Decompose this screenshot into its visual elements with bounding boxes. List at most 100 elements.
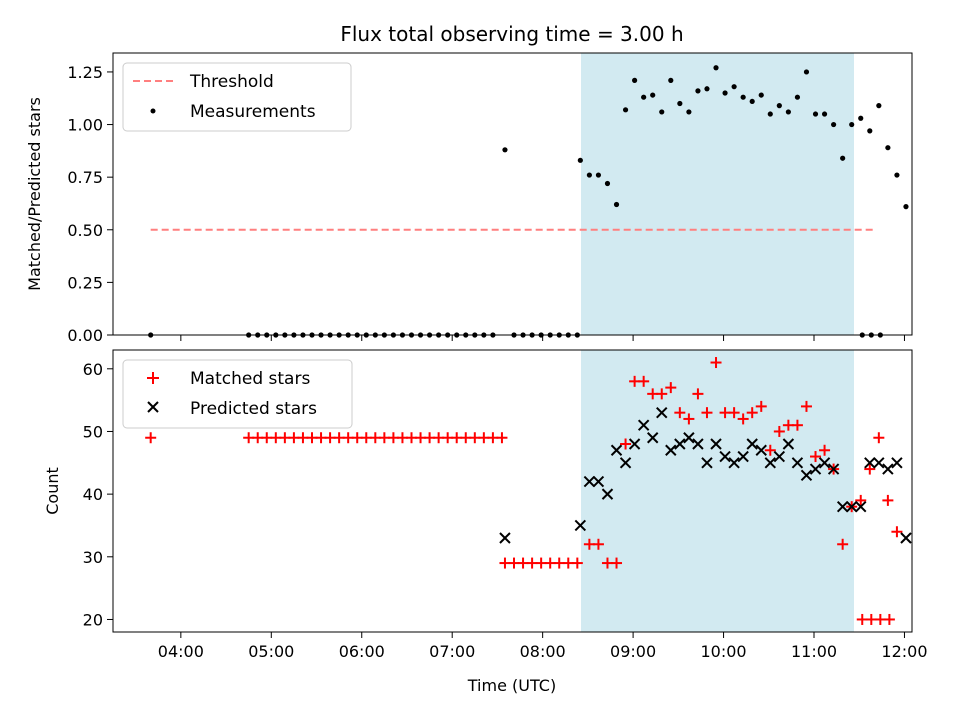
matched-star-point bbox=[855, 494, 867, 506]
predicted-star-point bbox=[728, 457, 740, 469]
top-ytick-label: 1.25 bbox=[67, 63, 103, 82]
top-ytick-label: 0.50 bbox=[67, 221, 103, 240]
bottom-y-axis: 20 30 40 50 60 bbox=[83, 360, 113, 629]
matched-star-point bbox=[683, 413, 695, 425]
predicted-star-point bbox=[719, 450, 731, 463]
measurement-point bbox=[776, 103, 782, 109]
matched-star-point bbox=[692, 388, 704, 400]
predicted-star-point bbox=[746, 438, 758, 450]
matched-star-point bbox=[873, 432, 885, 444]
measurement-point bbox=[695, 88, 701, 94]
measurement-point bbox=[849, 121, 855, 128]
bottom-plot-frame bbox=[112, 349, 913, 633]
measurement-point bbox=[785, 109, 791, 115]
measurement-point bbox=[622, 107, 629, 113]
matched-star-point bbox=[755, 400, 767, 412]
bottom-ytick-label: 30 bbox=[83, 548, 103, 567]
chart-title: Flux total observing time = 3.00 h bbox=[340, 22, 683, 46]
measurement-point bbox=[740, 94, 746, 100]
predicted-star-point bbox=[800, 469, 813, 482]
top-highlight-window bbox=[581, 53, 854, 335]
measurement-point bbox=[894, 172, 900, 178]
measurement-point bbox=[686, 109, 692, 115]
predicted-star-point bbox=[791, 457, 804, 469]
bottom-xtick-label: 05:00 bbox=[248, 642, 294, 661]
predicted-star-point bbox=[900, 532, 912, 544]
top-y-axis: 0.00 0.25 0.50 0.75 1.00 1.25 bbox=[67, 63, 113, 345]
matched-star-point bbox=[571, 557, 583, 569]
predicted-star-point bbox=[764, 457, 776, 469]
top-plot-frame bbox=[112, 52, 913, 336]
bottom-panel: 20 30 40 50 60 04:00 05:00 06:00 07:00 08:00 09:0… bbox=[43, 349, 928, 695]
matched-star-point bbox=[764, 444, 776, 456]
measurement-point bbox=[502, 147, 508, 153]
measurement-point bbox=[867, 128, 873, 134]
predicted-star-point bbox=[845, 500, 858, 513]
predicted-star-point bbox=[637, 419, 650, 431]
measurement-point bbox=[677, 100, 683, 107]
measurement-point bbox=[577, 157, 583, 163]
predicted-star-point bbox=[583, 475, 596, 488]
predicted-star-point bbox=[773, 450, 786, 463]
bottom-x-axis: 04:00 05:00 06:00 07:00 08:00 09:00 10:00 11:00… bbox=[158, 632, 928, 661]
bottom-xtick-label: 10:00 bbox=[701, 642, 747, 661]
predicted-star-point bbox=[674, 438, 686, 450]
legend-measurements-label: Measurements bbox=[190, 102, 316, 122]
predicted-star-point bbox=[737, 450, 749, 463]
top-ytick-label: 0.25 bbox=[67, 273, 103, 292]
predicted-star-point bbox=[683, 432, 695, 444]
bottom-xtick-label: 06:00 bbox=[339, 642, 385, 661]
matched-star-point bbox=[791, 419, 803, 431]
measurement-point bbox=[632, 77, 638, 83]
measurement-point bbox=[586, 172, 592, 178]
measurement-point bbox=[731, 84, 737, 90]
measurement-point bbox=[821, 111, 828, 117]
measurement-point bbox=[595, 172, 602, 178]
measurement-point bbox=[831, 121, 837, 128]
measurement-point bbox=[659, 109, 665, 115]
matched-star-point bbox=[592, 538, 604, 550]
matched-star-point bbox=[800, 400, 812, 412]
measurement-point bbox=[812, 111, 819, 117]
measurement-point bbox=[704, 86, 710, 92]
bottom-ylabel: Count bbox=[43, 467, 62, 515]
measurement-point bbox=[767, 111, 773, 117]
matched-star-point bbox=[882, 494, 894, 506]
bottom-xtick-label: 11:00 bbox=[791, 642, 837, 661]
predicted-star-point bbox=[692, 438, 704, 450]
matched-star-point bbox=[746, 407, 758, 419]
matched-star-point bbox=[737, 413, 749, 425]
bottom-legend-box bbox=[122, 359, 353, 429]
bottom-xtick-label: 04:00 bbox=[158, 642, 204, 661]
top-ytick-label: 0.00 bbox=[67, 326, 103, 345]
measurement-point bbox=[722, 90, 728, 96]
measurement-point bbox=[903, 204, 909, 210]
bottom-xtick-label: 12:00 bbox=[881, 642, 927, 661]
predicted-star-point bbox=[882, 463, 894, 475]
predicted-star-point bbox=[809, 463, 822, 475]
matched-star-point bbox=[883, 613, 895, 625]
measurement-point bbox=[641, 94, 647, 100]
bottom-ytick-label: 20 bbox=[83, 610, 103, 629]
predicted-star-point bbox=[873, 457, 885, 469]
legend-measurements-swatch bbox=[150, 108, 156, 114]
predicted-star-point bbox=[656, 406, 668, 419]
predicted-star-point bbox=[601, 488, 614, 500]
measurement-point bbox=[650, 92, 656, 98]
measurement-point bbox=[840, 155, 846, 161]
bottom-marks bbox=[145, 357, 912, 625]
matched-star-point bbox=[611, 557, 623, 569]
predicted-star-point bbox=[701, 457, 713, 469]
predicted-star-point bbox=[827, 463, 840, 475]
measurement-point bbox=[613, 201, 620, 208]
measurement-point bbox=[749, 98, 755, 105]
measurement-point bbox=[794, 94, 801, 100]
top-ytick-label: 1.00 bbox=[67, 116, 103, 135]
predicted-star-point bbox=[782, 438, 795, 450]
matched-star-point bbox=[773, 425, 785, 437]
measurement-point bbox=[803, 69, 810, 75]
measurement-point bbox=[885, 145, 891, 151]
matched-star-point bbox=[864, 463, 876, 475]
measurement-point bbox=[604, 180, 611, 187]
